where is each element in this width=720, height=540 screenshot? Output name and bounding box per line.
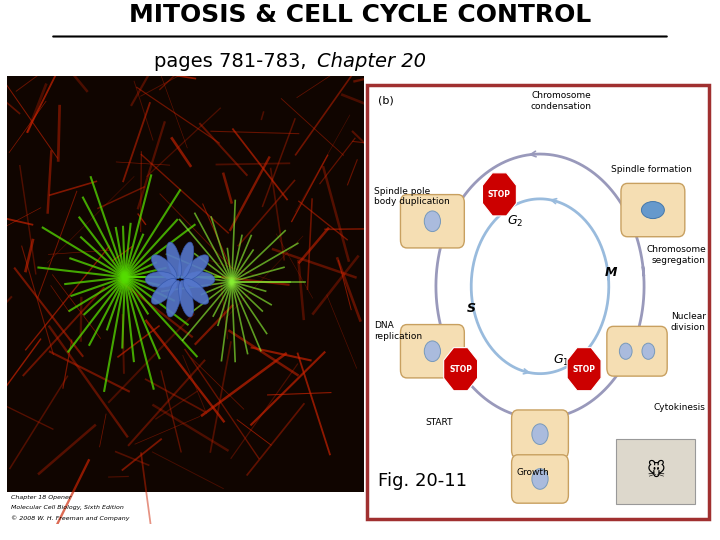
Text: Cytokinesis: Cytokinesis: [654, 403, 706, 412]
Text: 🐭: 🐭: [647, 462, 665, 480]
Ellipse shape: [151, 255, 177, 281]
Polygon shape: [482, 173, 516, 216]
Ellipse shape: [145, 272, 176, 287]
Ellipse shape: [179, 280, 194, 317]
Text: STOP: STOP: [488, 190, 511, 199]
Ellipse shape: [151, 279, 177, 304]
Text: Chromosome
segregation: Chromosome segregation: [646, 245, 706, 265]
Text: Molecular Cell Biology, Sixth Edition: Molecular Cell Biology, Sixth Edition: [11, 505, 124, 510]
Text: Chromosome
condensation: Chromosome condensation: [531, 91, 592, 111]
FancyBboxPatch shape: [400, 325, 464, 378]
Circle shape: [532, 469, 548, 489]
Text: Chapter 18 Opener: Chapter 18 Opener: [11, 495, 71, 500]
Text: MITOSIS & CELL CYCLE CONTROL: MITOSIS & CELL CYCLE CONTROL: [129, 3, 591, 28]
FancyBboxPatch shape: [367, 85, 709, 519]
Text: START: START: [426, 418, 453, 428]
FancyBboxPatch shape: [400, 194, 464, 248]
Polygon shape: [567, 348, 601, 391]
Ellipse shape: [183, 255, 209, 281]
Circle shape: [532, 424, 548, 444]
Circle shape: [619, 343, 632, 359]
Text: pages 781-783,: pages 781-783,: [155, 52, 313, 71]
Ellipse shape: [166, 242, 181, 279]
Polygon shape: [444, 348, 477, 391]
Text: STOP: STOP: [449, 364, 472, 374]
Text: Nuclear
division: Nuclear division: [671, 313, 706, 332]
Text: Spindle pole
body duplication: Spindle pole body duplication: [374, 187, 450, 206]
FancyBboxPatch shape: [607, 326, 667, 376]
Ellipse shape: [166, 280, 181, 317]
Ellipse shape: [183, 279, 209, 304]
FancyBboxPatch shape: [621, 184, 685, 237]
Text: DNA
replication: DNA replication: [374, 321, 423, 341]
Text: S: S: [467, 302, 476, 315]
Text: G$_2$: G$_2$: [507, 214, 523, 229]
Text: Spindle formation: Spindle formation: [611, 165, 692, 174]
Ellipse shape: [184, 272, 215, 287]
Circle shape: [424, 341, 441, 362]
Ellipse shape: [179, 242, 194, 279]
FancyBboxPatch shape: [512, 455, 568, 503]
Text: Chapter 20: Chapter 20: [317, 52, 426, 71]
FancyBboxPatch shape: [616, 438, 696, 504]
Text: Fig. 20-11: Fig. 20-11: [378, 472, 467, 490]
Text: © 2008 W. H. Freeman and Company: © 2008 W. H. Freeman and Company: [11, 516, 130, 522]
Text: (b): (b): [378, 96, 393, 106]
FancyBboxPatch shape: [512, 410, 568, 458]
Text: Growth: Growth: [516, 468, 549, 477]
Text: G$_1$: G$_1$: [553, 353, 570, 368]
Circle shape: [642, 343, 654, 359]
Text: M: M: [604, 266, 617, 279]
Ellipse shape: [642, 201, 665, 219]
Circle shape: [424, 211, 441, 232]
Text: STOP: STOP: [572, 364, 595, 374]
